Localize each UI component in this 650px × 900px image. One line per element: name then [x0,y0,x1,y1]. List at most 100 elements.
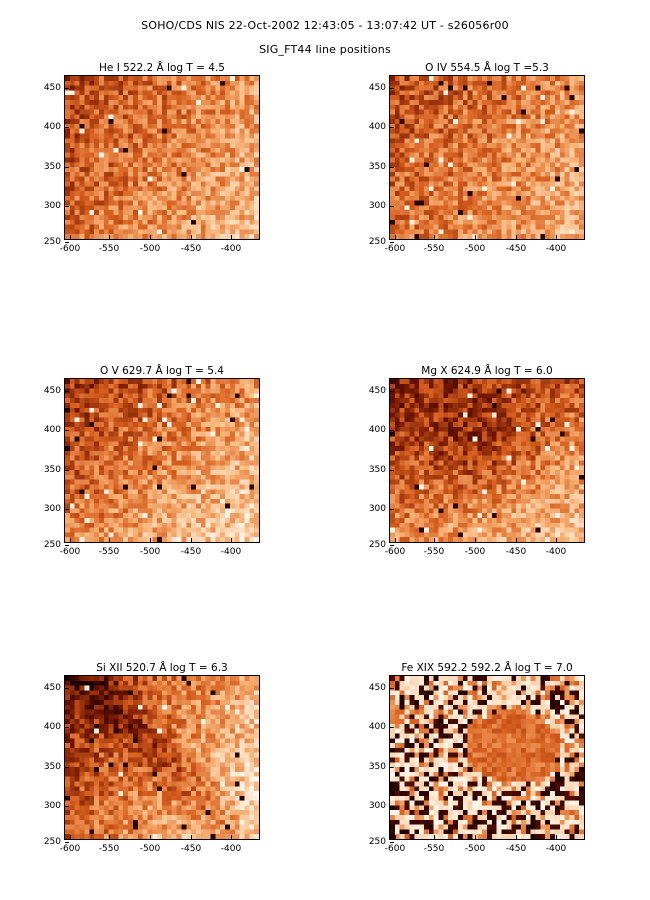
y-tick-mark [65,545,69,546]
y-tick-mark [390,167,394,168]
y-tick-label: 350 [43,762,61,772]
x-tick-label: -500 [139,547,161,557]
y-tick-mark [65,430,69,431]
figure-subtitle: SIG_FT44 line positions [259,43,391,56]
y-tick-mark [390,470,394,471]
y-tick-label: 300 [43,201,61,211]
y-tick-mark [390,842,394,843]
y-tick-label: 350 [368,762,386,772]
y-tick-mark [390,127,394,128]
y-tick-mark [390,806,394,807]
y-tick-mark [65,727,69,728]
x-tick-mark [70,835,71,839]
x-tick-mark [434,235,435,239]
y-tick-label: 450 [43,683,61,693]
x-tick-mark [556,235,557,239]
y-tick-label: 250 [43,837,61,847]
x-tick-mark [191,235,192,239]
y-tick-mark [65,806,69,807]
y-tick-label: 400 [368,122,386,132]
panel-title: O V 629.7 Å log T = 5.4 [100,365,224,377]
intensity-raster [65,676,259,839]
x-tick-label: -400 [220,844,242,854]
panel-title: O IV 554.5 Å log T =5.3 [425,62,549,74]
x-tick-mark [150,538,151,542]
x-tick-label: -600 [384,244,406,254]
y-tick-mark [65,167,69,168]
x-tick-label: -600 [59,547,81,557]
panel-title: Mg X 624.9 Å log T = 6.0 [421,365,553,377]
x-tick-label: -450 [505,244,527,254]
intensity-raster [65,379,259,542]
y-tick-mark [65,688,69,689]
y-tick-label: 300 [368,504,386,514]
y-tick-mark [65,127,69,128]
x-tick-mark [475,538,476,542]
intensity-map [389,378,585,543]
y-tick-label: 300 [368,801,386,811]
y-tick-mark [390,727,394,728]
x-tick-mark [109,835,110,839]
y-tick-mark [390,242,394,243]
y-tick-mark [390,88,394,89]
x-tick-mark [475,835,476,839]
x-tick-label: -550 [423,547,445,557]
x-tick-mark [395,235,396,239]
y-tick-mark [65,391,69,392]
spectral-panel: Fe XIX 592.2 592.2 Å log T = 7.0 450 400 35… [369,662,649,867]
x-tick-label: -450 [180,244,202,254]
panel-title: Si XII 520.7 Å log T = 6.3 [96,662,228,674]
x-tick-label: -600 [59,844,81,854]
x-tick-mark [150,835,151,839]
x-tick-label: -500 [139,244,161,254]
x-tick-mark [395,538,396,542]
y-tick-label: 450 [368,683,386,693]
x-tick-mark [191,538,192,542]
spectral-panel: Si XII 520.7 Å log T = 6.3 450 400 350 300 25… [44,662,324,867]
panel-title: Fe XIX 592.2 592.2 Å log T = 7.0 [401,662,573,674]
y-tick-mark [65,206,69,207]
x-tick-label: -400 [545,244,567,254]
y-tick-mark [390,545,394,546]
y-tick-mark [390,206,394,207]
y-tick-mark [390,767,394,768]
x-tick-mark [109,538,110,542]
y-tick-label: 300 [43,504,61,514]
x-tick-mark [556,538,557,542]
x-tick-mark [70,235,71,239]
x-tick-label: -550 [423,844,445,854]
y-tick-label: 350 [43,465,61,475]
y-tick-mark [65,470,69,471]
intensity-raster [65,76,259,239]
y-tick-label: 350 [368,465,386,475]
y-tick-mark [390,509,394,510]
x-tick-label: -600 [384,844,406,854]
x-tick-mark [556,835,557,839]
x-tick-label: -400 [545,844,567,854]
y-tick-label: 350 [43,162,61,172]
x-tick-mark [395,835,396,839]
x-tick-label: -550 [98,547,120,557]
spectral-panel: O IV 554.5 Å log T =5.3 450 400 350 300 250 -6… [369,62,649,267]
y-tick-label: 450 [43,386,61,396]
x-tick-label: -400 [545,547,567,557]
x-tick-mark [516,538,517,542]
y-tick-label: 250 [368,237,386,247]
y-tick-label: 400 [43,122,61,132]
x-tick-label: -550 [98,844,120,854]
y-tick-mark [390,391,394,392]
y-tick-mark [65,509,69,510]
x-tick-label: -450 [505,844,527,854]
y-tick-mark [65,88,69,89]
y-tick-label: 250 [43,237,61,247]
x-tick-mark [516,235,517,239]
x-tick-mark [475,235,476,239]
x-tick-label: -450 [180,547,202,557]
y-tick-label: 400 [368,425,386,435]
spectral-panel: He I 522.2 Å log T = 4.5 450 400 350 300 250-… [44,62,324,267]
spectral-panel: O V 629.7 Å log T = 5.4 450 400 350 300 250 -6… [44,365,324,570]
y-tick-mark [65,842,69,843]
x-tick-label: -500 [139,844,161,854]
intensity-map [64,75,260,240]
spectral-panel: Mg X 624.9 Å log T = 6.0 450 400 350 300 250-… [369,365,649,570]
